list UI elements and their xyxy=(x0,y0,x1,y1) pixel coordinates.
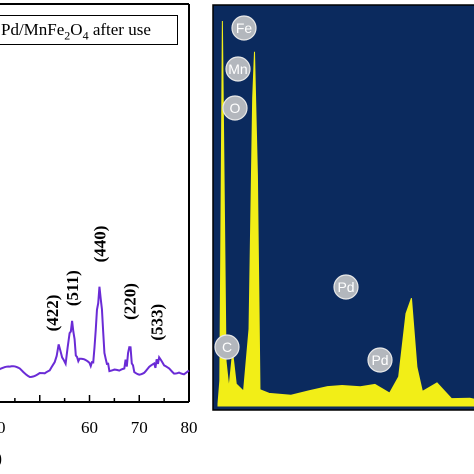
xrd-peak-annotation: (533) xyxy=(148,304,167,341)
legend-sub-4: 4 xyxy=(82,28,89,43)
eds-peak-circle xyxy=(231,15,257,41)
eds-peak-label: C xyxy=(222,339,232,355)
xrd-annotations: (422)(511) (440) (220) (533) xyxy=(43,226,166,341)
xrd-axes xyxy=(0,3,190,403)
xrd-peak-annotation: (220) xyxy=(120,283,139,320)
eds-peak-marker: Mn xyxy=(225,56,251,82)
eds-peak-circle xyxy=(222,95,248,121)
eds-plot-area xyxy=(212,4,474,411)
legend-sub-2: 2 xyxy=(64,28,71,43)
xrd-peak-annotation: (511) xyxy=(63,270,82,306)
xrd-series-line xyxy=(0,286,190,379)
eds-spectrum-area xyxy=(217,20,474,407)
eds-peak-labels: Fe Mn O C Pd Pd xyxy=(214,15,393,373)
legend-text-after-use: after use xyxy=(88,20,151,39)
eds-peak-marker: Fe xyxy=(231,15,257,41)
xrd-legend: Pd/MnFe2O4 after use xyxy=(0,15,178,45)
xrd-tick-label: 70 xyxy=(131,418,148,437)
eds-peak-label: Pd xyxy=(337,279,354,295)
eds-peak-marker: Pd xyxy=(333,274,359,300)
eds-peak-circle xyxy=(333,274,359,300)
eds-peak-circle xyxy=(214,334,240,360)
xrd-tick-labels: 60 70 80 0 0 xyxy=(0,418,198,471)
eds-peak-marker: O xyxy=(222,95,248,121)
eds-peak-label: O xyxy=(230,100,241,116)
legend-text-o: O xyxy=(70,20,83,39)
eds-peak-marker: Pd xyxy=(367,347,393,373)
xrd-tick-label: 80 xyxy=(181,418,198,437)
xrd-tick-label-partial: 0 xyxy=(0,418,6,437)
xrd-xlabel-fragment: 0 xyxy=(0,449,2,471)
eds-peak-marker: C xyxy=(214,334,240,360)
eds-peak-circle xyxy=(225,56,251,82)
xrd-tick-label: 60 xyxy=(81,418,98,437)
eds-peak-circle xyxy=(367,347,393,373)
xrd-peak-annotation: (440) xyxy=(90,226,109,263)
eds-peak-label: Pd xyxy=(371,352,388,368)
xrd-peak-annotation: (422) xyxy=(43,295,62,332)
eds-peak-label: Mn xyxy=(228,61,247,77)
eds-peak-label: Fe xyxy=(236,20,253,36)
xrd-series xyxy=(0,286,190,379)
legend-text-1: Pd/MnFe xyxy=(1,20,65,39)
